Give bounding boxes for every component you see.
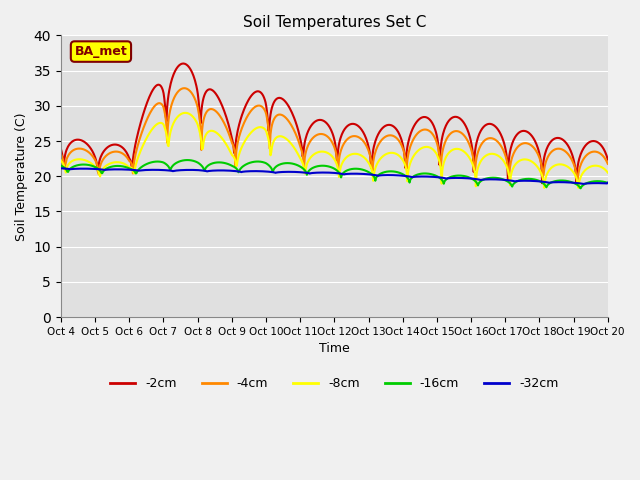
X-axis label: Time: Time <box>319 342 349 356</box>
Title: Soil Temperatures Set C: Soil Temperatures Set C <box>243 15 426 30</box>
Text: BA_met: BA_met <box>75 45 127 58</box>
Legend: -2cm, -4cm, -8cm, -16cm, -32cm: -2cm, -4cm, -8cm, -16cm, -32cm <box>105 372 563 396</box>
Y-axis label: Soil Temperature (C): Soil Temperature (C) <box>15 112 28 240</box>
